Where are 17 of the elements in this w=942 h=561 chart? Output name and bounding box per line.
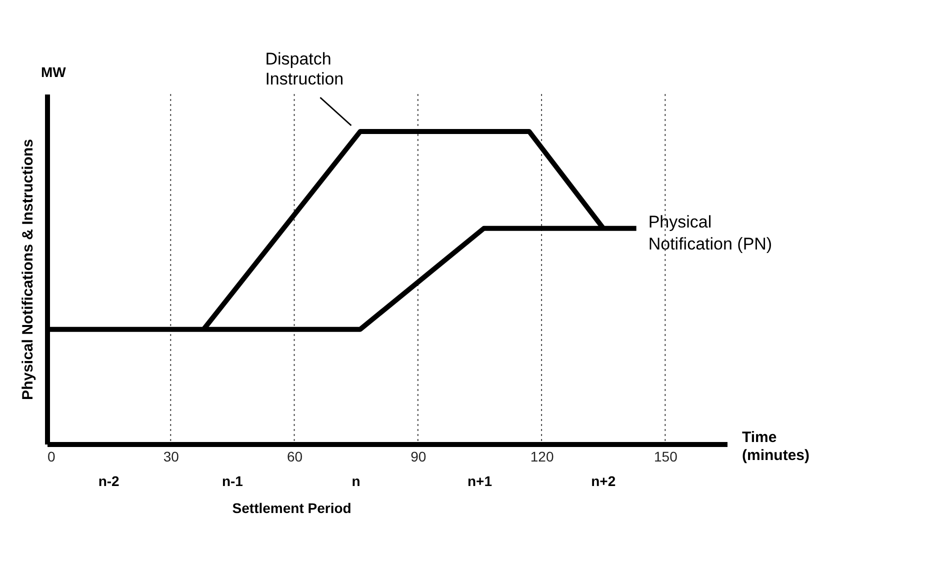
text: n-1: [222, 473, 244, 489]
x-tick-label: 30: [163, 448, 180, 464]
text: n+2: [591, 473, 616, 489]
text: MW: [41, 64, 67, 80]
x-tick-label: 120: [530, 448, 554, 464]
text: Dispatch Instruction: [265, 50, 344, 88]
series-label: Physical Notification (PN): [648, 212, 772, 254]
x-tick-label: 60: [286, 448, 303, 464]
text: n: [352, 473, 360, 489]
text: n-2: [98, 473, 120, 489]
text: n+1: [467, 473, 492, 489]
x-tick-label: 90: [410, 448, 426, 464]
text: Settlement Period: [232, 500, 352, 516]
x-tick-label: 150: [654, 448, 678, 464]
x-axis-title: Time (minutes): [742, 429, 810, 464]
x-tick-label: 0: [48, 448, 56, 464]
y-axis-title: Physical Notifications & Instructions: [20, 139, 36, 400]
